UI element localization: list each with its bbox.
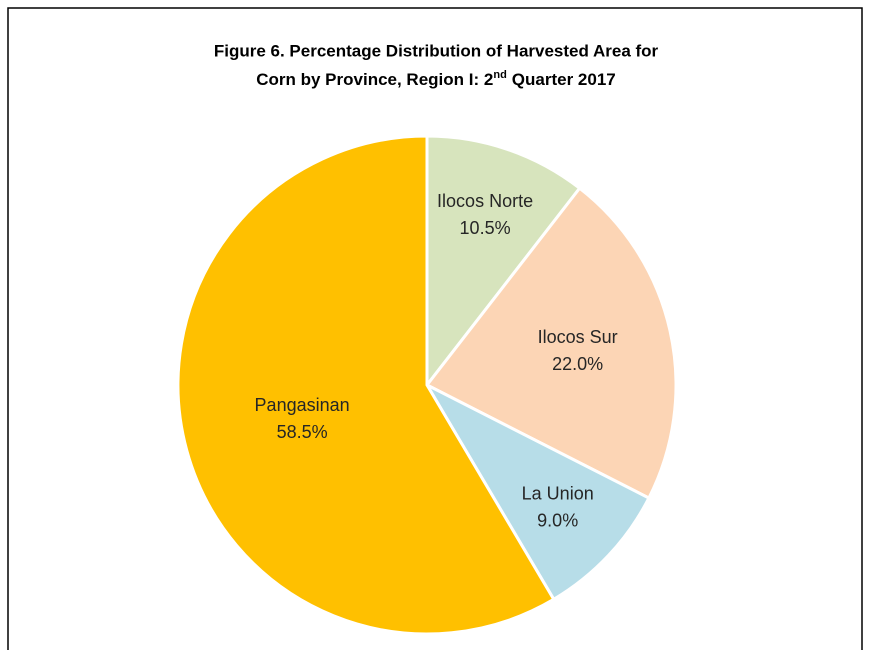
- title-part: Quarter 2017: [512, 70, 616, 89]
- title-part: Corn by Province, Region I: 2: [256, 70, 493, 89]
- slice-label: Ilocos Sur: [538, 327, 618, 347]
- slice-value: 58.5%: [277, 422, 328, 442]
- slice-value: 10.5%: [460, 218, 511, 238]
- pie-slice: [425, 134, 582, 390]
- slice-value: 9.0%: [537, 510, 578, 530]
- chart-title-line1: Figure 6. Percentage Distribution of Har…: [214, 41, 659, 60]
- slice-label: Pangasinan: [255, 395, 350, 415]
- chart-title-line2: Corn by Province, Region I: 2nd Quarter 2…: [256, 69, 616, 90]
- slice-label: La Union: [522, 483, 594, 503]
- slice-label: Ilocos Norte: [437, 191, 533, 211]
- pie-slice: [423, 381, 651, 602]
- title-superscript: nd: [493, 69, 506, 81]
- slice-value: 22.0%: [552, 354, 603, 374]
- pie-slice: [176, 134, 556, 636]
- pie-slice: [424, 186, 678, 501]
